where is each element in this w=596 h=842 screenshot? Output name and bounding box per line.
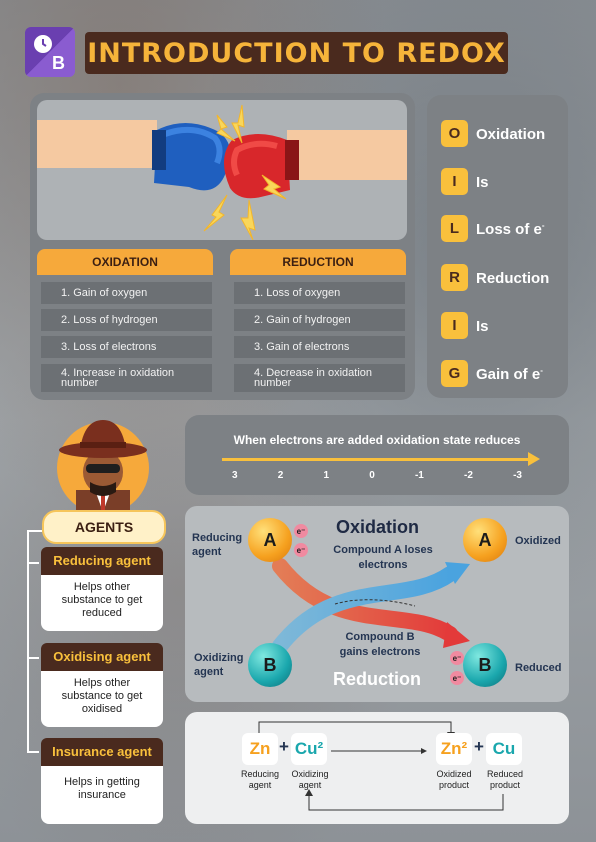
agent-card-reducing: Reducing agent Helps other substance to … — [41, 547, 163, 631]
reduction-label: Reduction — [333, 669, 421, 689]
oil-letter: O — [441, 120, 468, 147]
electron-icon: e⁻ — [450, 671, 464, 685]
agents-connector — [27, 562, 39, 564]
oil-letter: G — [441, 360, 468, 387]
agent-description: Helps other substance to get oxidised — [61, 677, 143, 715]
agent-name: Insurance agent — [41, 738, 163, 766]
oxidation-item: 4. Increase in oxidation number — [41, 364, 212, 392]
scale-tick: -1 — [414, 470, 424, 481]
reduced-product-caption: Reduced product — [486, 769, 524, 790]
oil-word: Loss of e- — [476, 221, 545, 238]
equation-arrows — [258, 721, 504, 811]
reduction-column: REDUCTION — [230, 249, 406, 275]
agent-name: Oxidising agent — [41, 643, 163, 671]
agents-title: AGENTS — [42, 510, 166, 544]
oxidation-label: Oxidation — [336, 517, 420, 537]
reduction-item: 2. Gain of hydrogen — [234, 309, 405, 331]
scale-caption: When electrons are added oxidation state… — [233, 433, 521, 447]
atom-a-left: A — [248, 518, 292, 562]
oil-word: Oxidation — [476, 126, 546, 143]
atom-b-left: B — [248, 643, 292, 687]
plus-sign: + — [279, 737, 289, 756]
agent-card-insurance: Insurance agent Helps in getting insuran… — [41, 738, 163, 824]
scale-tick: 0 — [369, 470, 375, 481]
oxidation-item: 3. Loss of electrons — [41, 336, 212, 358]
plus-sign: + — [474, 737, 484, 756]
atom-a-right: A — [463, 518, 507, 562]
agent-description: Helps in getting insurance — [64, 776, 140, 801]
scale-arrow-line — [222, 458, 532, 461]
oil-word: Is — [476, 318, 489, 335]
reducing-agent-label: Reducing agent — [192, 532, 243, 558]
oil-letter: L — [441, 215, 468, 242]
oil-letter: I — [441, 168, 468, 195]
reduced-label: Reduced — [515, 662, 562, 674]
zn2-molecule: Zn² — [436, 733, 472, 765]
oxidizing-agent-caption: Oxidizing agent — [291, 769, 329, 790]
agents-connector — [27, 530, 29, 752]
oxidizing-agent-label: Oxidizing agent — [194, 652, 244, 678]
oil-letter: R — [441, 264, 468, 291]
oxidation-header: OXIDATION — [37, 249, 213, 275]
oil-word: Reduction — [476, 270, 550, 287]
compound-b-text: Compound B gains electrons — [339, 631, 421, 658]
electron-icon: e⁻ — [294, 543, 308, 557]
scale-tick: -3 — [513, 470, 522, 481]
cu-molecule: Cu — [486, 733, 522, 765]
oxidation-scale-panel — [185, 415, 569, 495]
oxidation-item: 1. Gain of oxygen — [41, 282, 212, 304]
page-title: INTRODUCTION TO REDOX — [87, 37, 506, 69]
oil-word: Is — [476, 174, 489, 191]
byjus-logo-icon: B — [25, 27, 75, 77]
boxing-illustration — [37, 100, 407, 241]
oil-letter: I — [441, 312, 468, 339]
agents-connector — [27, 657, 39, 659]
agent-card-oxidising: Oxidising agent Helps other substance to… — [41, 643, 163, 727]
electron-icon: e⁻ — [450, 651, 464, 665]
reducing-agent-caption: Reducing agent — [240, 769, 280, 790]
oxidation-item: 2. Loss of hydrogen — [41, 309, 212, 331]
agent-name: Reducing agent — [41, 547, 163, 575]
reduction-item: 4. Decrease in oxidation number — [234, 364, 405, 392]
reduction-header: REDUCTION — [230, 249, 406, 275]
reduction-item: 3. Gain of electrons — [234, 336, 405, 358]
reduction-item: 1. Loss of oxygen — [234, 282, 405, 304]
redox-arrows — [272, 558, 470, 654]
oil-word: Gain of e- — [476, 366, 543, 383]
scale-tick: 2 — [277, 470, 284, 481]
agent-description: Helps other substance to get reduced — [61, 581, 143, 619]
agents-connector — [27, 751, 39, 753]
scale-tick: 3 — [232, 470, 238, 481]
svg-text:B: B — [52, 53, 65, 73]
zn-molecule: Zn — [242, 733, 278, 765]
compound-a-text: Compound A loses electrons — [333, 544, 433, 571]
title-banner: INTRODUCTION TO REDOX — [85, 32, 508, 74]
scale-tick: 1 — [323, 470, 330, 481]
scale-tick: -2 — [464, 470, 473, 481]
detective-avatar — [50, 412, 156, 514]
oxidized-product-caption: Oxidized product — [436, 769, 472, 790]
scale-arrow-head-icon — [528, 452, 540, 466]
scale-ticks: 3 2 1 0 -1 -2 -3 — [232, 470, 522, 481]
oxidation-column: OXIDATION — [37, 249, 213, 275]
atom-b-right: B — [463, 643, 507, 687]
electron-icon: e⁻ — [294, 524, 308, 538]
cu2-molecule: Cu² — [291, 733, 327, 765]
agents-connector — [27, 530, 42, 532]
equation-panel — [185, 712, 569, 824]
oxidized-label: Oxidized — [515, 535, 561, 547]
